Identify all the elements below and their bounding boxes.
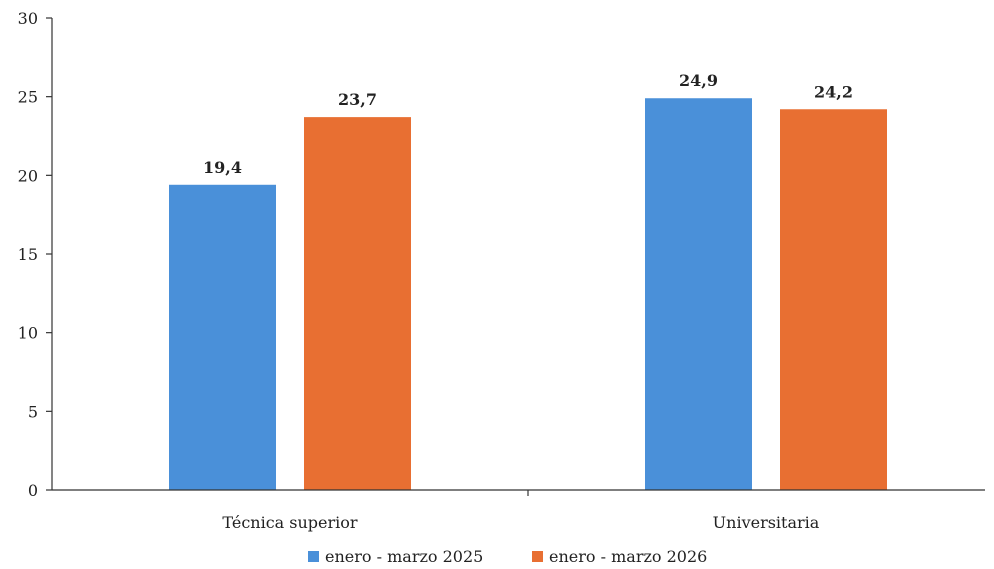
category-label: Técnica superior xyxy=(222,513,357,532)
data-label: 24,2 xyxy=(814,82,853,101)
y-tick-label: 15 xyxy=(18,245,38,264)
y-axis-ticks: 0 5 10 15 20 25 30 xyxy=(18,9,52,500)
bar xyxy=(780,109,887,491)
bar xyxy=(304,117,411,491)
legend-swatch xyxy=(308,551,319,562)
y-tick-label: 5 xyxy=(28,402,38,421)
data-label: 23,7 xyxy=(338,90,377,109)
category-label: Universitaria xyxy=(713,513,820,532)
legend-swatch xyxy=(532,551,543,562)
y-tick-label: 25 xyxy=(18,88,38,107)
y-tick-label: 0 xyxy=(28,481,38,500)
category-labels: Técnica superior Universitaria xyxy=(222,513,819,532)
legend: enero - marzo 2025 enero - marzo 2026 xyxy=(308,547,707,566)
data-labels: 19,4 23,7 24,9 24,2 xyxy=(203,71,853,177)
y-tick-label: 30 xyxy=(18,9,38,28)
legend-label: enero - marzo 2025 xyxy=(325,547,483,566)
data-label: 24,9 xyxy=(679,71,718,90)
y-tick-label: 20 xyxy=(18,166,38,185)
y-tick-label: 10 xyxy=(18,324,38,343)
bars xyxy=(169,98,887,491)
data-label: 19,4 xyxy=(203,158,242,177)
legend-label: enero - marzo 2026 xyxy=(549,547,707,566)
bar xyxy=(645,98,752,491)
bar xyxy=(169,184,276,491)
